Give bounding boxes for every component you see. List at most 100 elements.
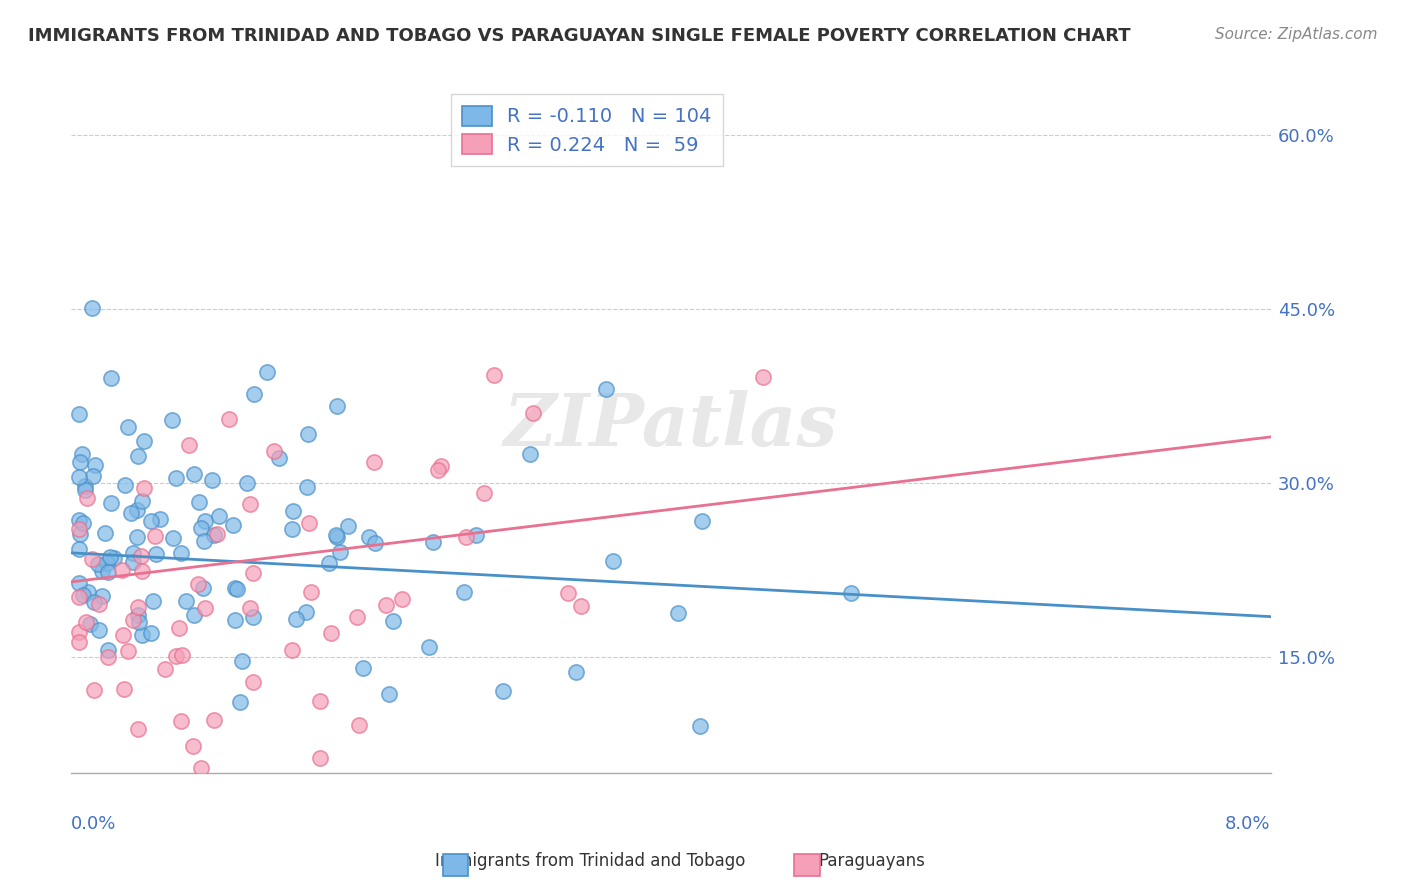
Point bbox=[174, 594, 197, 608]
Point bbox=[122, 546, 145, 560]
Point bbox=[298, 516, 321, 531]
Point bbox=[183, 607, 205, 622]
Point bbox=[67, 591, 90, 605]
Point bbox=[242, 674, 264, 689]
Point bbox=[201, 473, 224, 487]
Point bbox=[225, 582, 247, 596]
Point bbox=[281, 504, 304, 518]
Point bbox=[139, 514, 162, 528]
Point bbox=[165, 471, 187, 485]
Point bbox=[75, 479, 97, 493]
Point bbox=[519, 447, 541, 461]
Point bbox=[194, 600, 217, 615]
Point bbox=[72, 588, 94, 602]
Point bbox=[239, 601, 262, 615]
Text: Paraguayans: Paraguayans bbox=[818, 852, 925, 870]
Point bbox=[117, 644, 139, 658]
Point bbox=[114, 478, 136, 492]
Point bbox=[224, 581, 246, 595]
Point bbox=[522, 406, 544, 420]
Point bbox=[100, 496, 122, 510]
Point bbox=[231, 655, 253, 669]
Point bbox=[117, 420, 139, 434]
Point bbox=[243, 387, 266, 401]
Point bbox=[565, 665, 588, 679]
Point bbox=[97, 642, 120, 657]
Point bbox=[125, 503, 148, 517]
Point bbox=[557, 586, 579, 600]
Point bbox=[143, 529, 166, 543]
Point bbox=[96, 556, 118, 570]
Point bbox=[90, 589, 112, 603]
Text: 8.0%: 8.0% bbox=[1225, 815, 1271, 833]
Point bbox=[149, 511, 172, 525]
Point bbox=[83, 458, 105, 473]
Point bbox=[325, 399, 347, 413]
Point bbox=[242, 566, 264, 580]
Point bbox=[153, 662, 176, 676]
Point bbox=[125, 530, 148, 544]
Point bbox=[281, 522, 304, 536]
Point bbox=[319, 626, 342, 640]
Point bbox=[87, 597, 110, 611]
Text: 0.0%: 0.0% bbox=[72, 815, 117, 833]
Point bbox=[129, 549, 152, 563]
Point bbox=[190, 761, 212, 775]
Point bbox=[111, 564, 134, 578]
Point bbox=[177, 437, 200, 451]
Text: Immigrants from Trinidad and Tobago: Immigrants from Trinidad and Tobago bbox=[436, 852, 745, 870]
Point bbox=[134, 481, 156, 495]
Point bbox=[165, 648, 187, 663]
Point bbox=[381, 614, 404, 628]
Point bbox=[280, 643, 302, 657]
Point bbox=[100, 550, 122, 565]
Point bbox=[299, 585, 322, 599]
Point bbox=[87, 624, 110, 638]
Point bbox=[167, 621, 190, 635]
Point bbox=[82, 469, 104, 483]
Point bbox=[131, 564, 153, 578]
Point bbox=[295, 605, 318, 619]
Text: IMMIGRANTS FROM TRINIDAD AND TOBAGO VS PARAGUAYAN SINGLE FEMALE POVERTY CORRELAT: IMMIGRANTS FROM TRINIDAD AND TOBAGO VS P… bbox=[28, 27, 1130, 45]
Point bbox=[188, 495, 211, 509]
Point bbox=[689, 718, 711, 732]
Point bbox=[751, 370, 773, 384]
Point bbox=[285, 612, 308, 626]
Point bbox=[194, 514, 217, 528]
Point bbox=[122, 555, 145, 569]
Point bbox=[132, 434, 155, 449]
Point bbox=[418, 640, 440, 655]
Point bbox=[67, 542, 90, 557]
Point bbox=[131, 494, 153, 508]
Point bbox=[263, 443, 285, 458]
Point bbox=[391, 592, 413, 607]
Point bbox=[70, 447, 93, 461]
Point bbox=[145, 548, 167, 562]
Point bbox=[69, 526, 91, 541]
Point bbox=[357, 530, 380, 544]
Point bbox=[352, 661, 374, 675]
Point bbox=[90, 564, 112, 578]
Point bbox=[100, 371, 122, 385]
Point bbox=[267, 451, 290, 466]
Point bbox=[207, 527, 229, 541]
Point bbox=[377, 687, 399, 701]
Point bbox=[222, 517, 245, 532]
Text: Source: ZipAtlas.com: Source: ZipAtlas.com bbox=[1215, 27, 1378, 42]
Point bbox=[139, 625, 162, 640]
Text: ZIPatlas: ZIPatlas bbox=[503, 390, 838, 461]
Point bbox=[690, 514, 713, 528]
Point bbox=[193, 581, 215, 595]
Point bbox=[472, 486, 495, 500]
Point bbox=[228, 695, 250, 709]
Point bbox=[456, 530, 478, 544]
Point bbox=[308, 750, 330, 764]
Point bbox=[160, 413, 183, 427]
Point bbox=[72, 516, 94, 531]
Point bbox=[422, 535, 444, 549]
Point bbox=[131, 628, 153, 642]
Point bbox=[326, 530, 349, 544]
Point bbox=[336, 519, 359, 533]
Point bbox=[208, 509, 231, 524]
Point bbox=[67, 522, 90, 536]
